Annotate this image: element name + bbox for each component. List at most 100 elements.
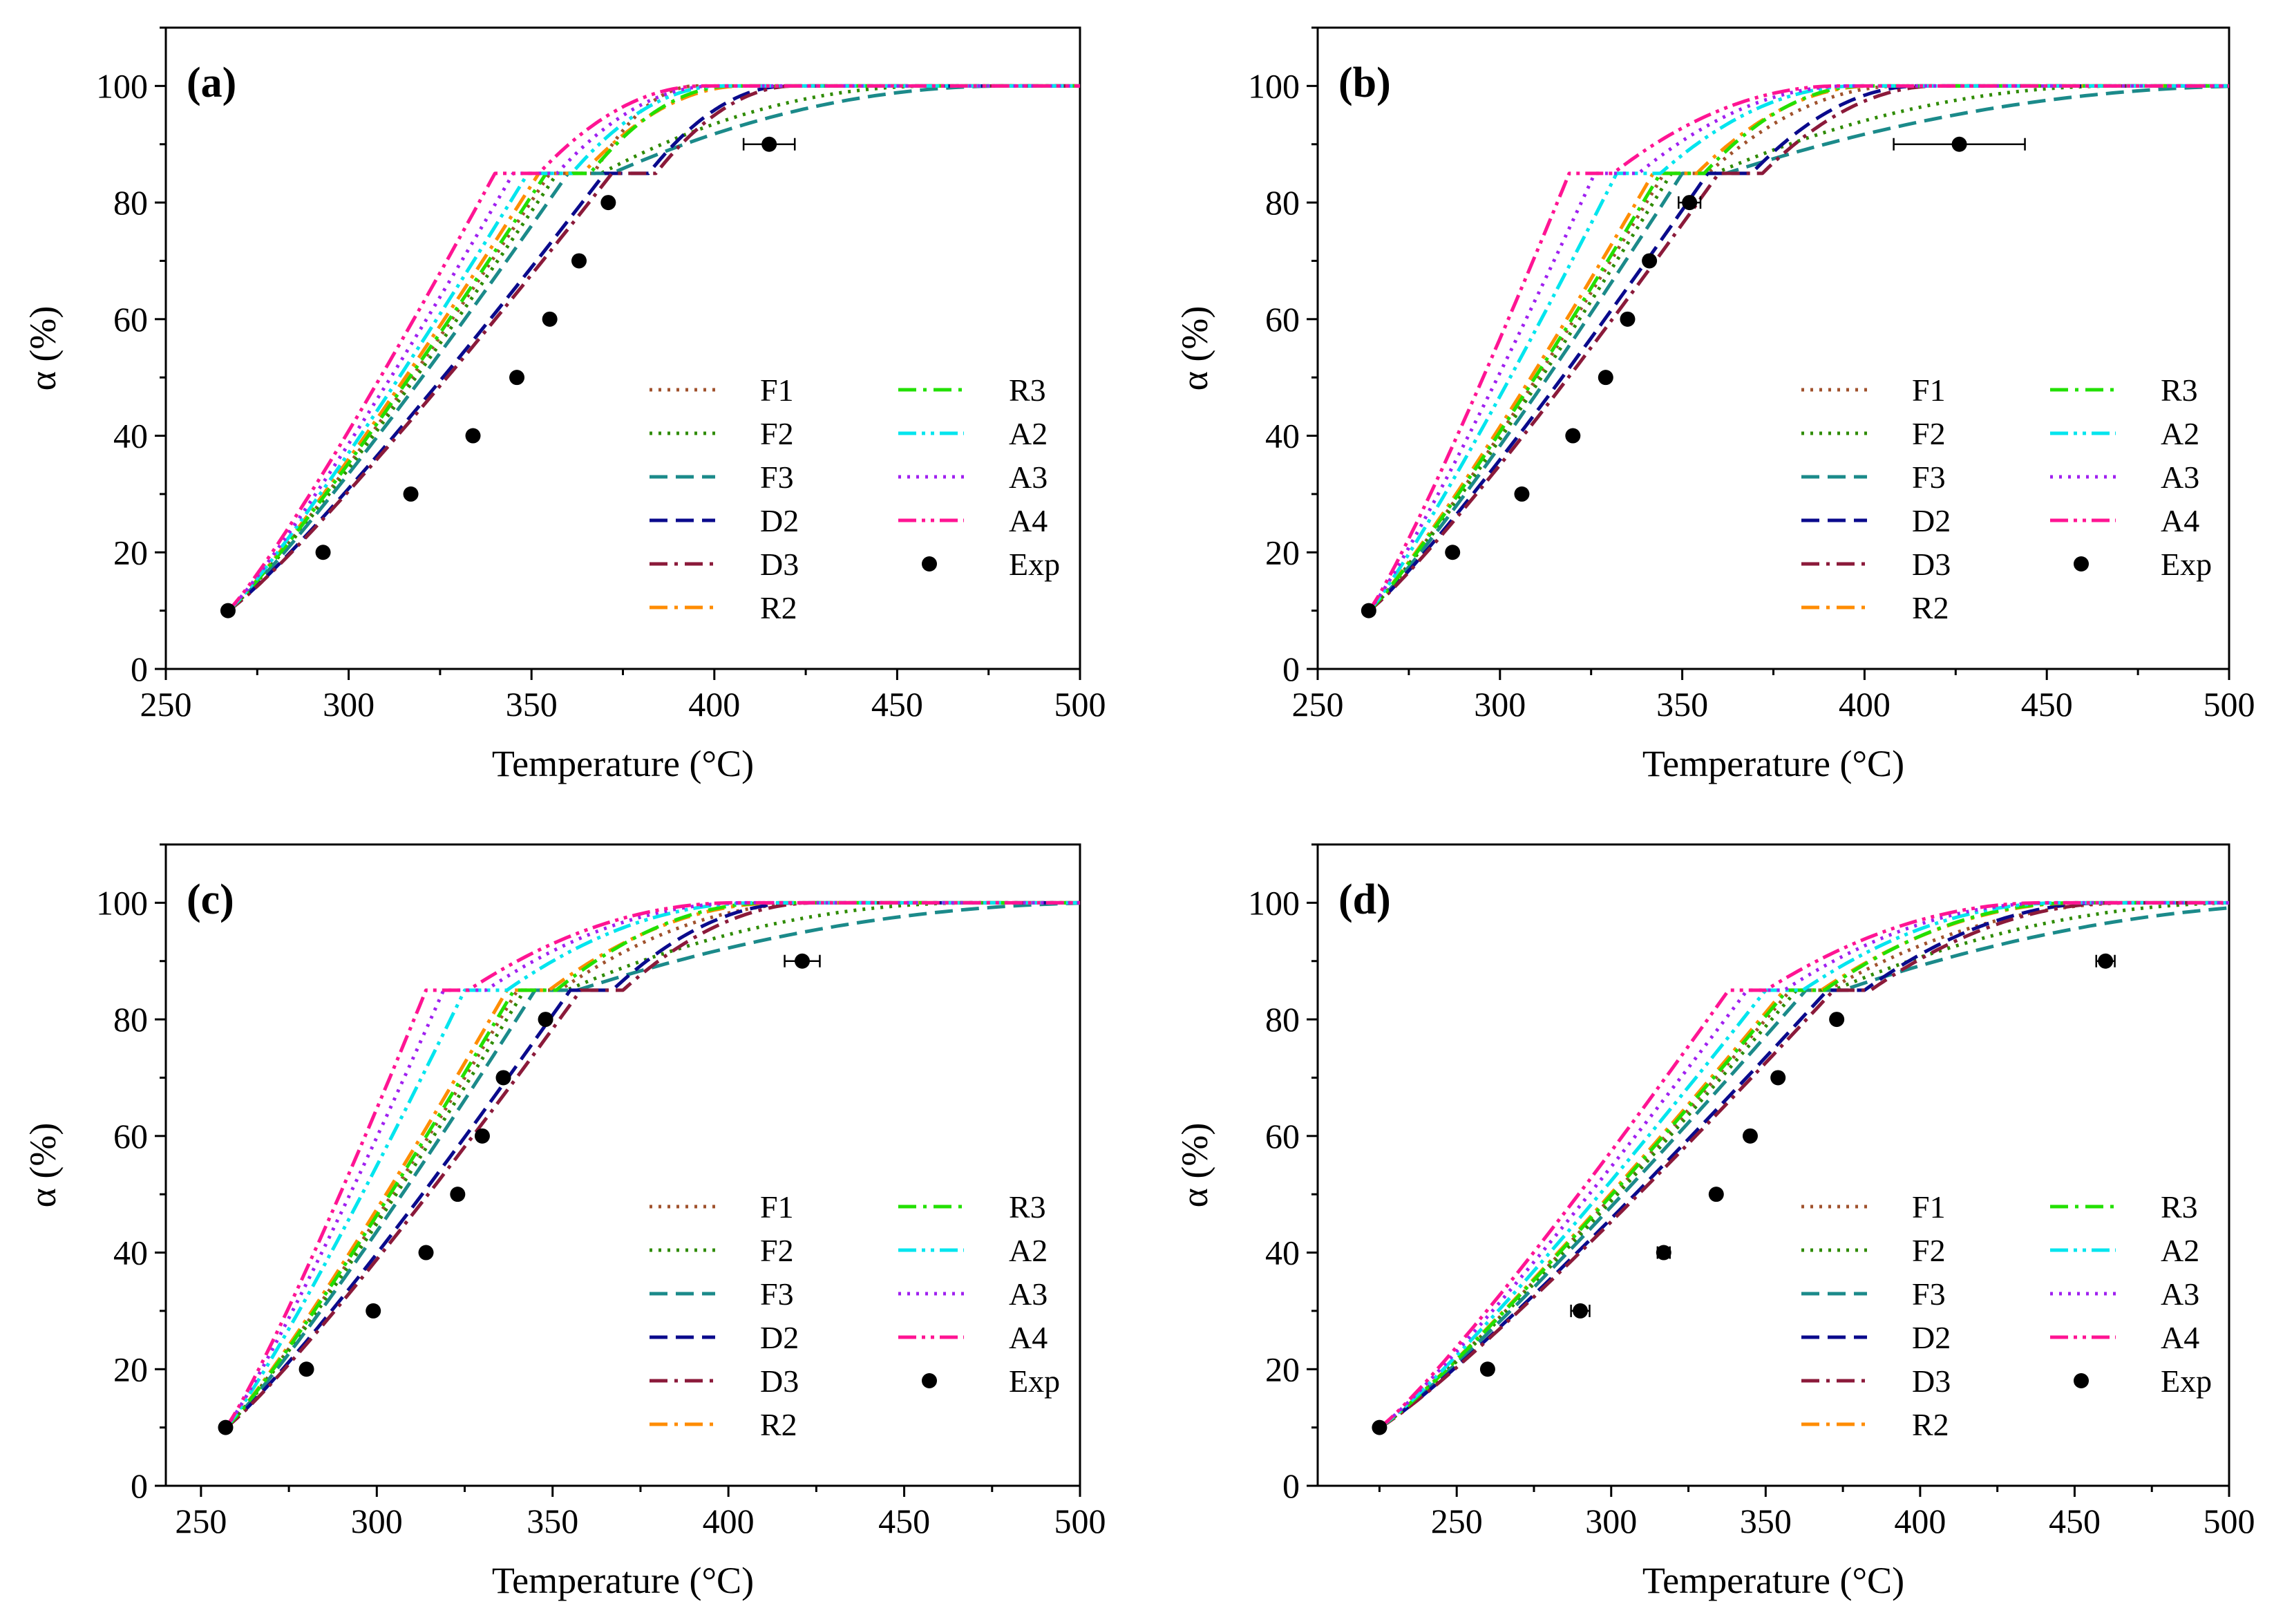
y-tick-label: 80 [1265,1000,1300,1039]
x-tick-label: 500 [1054,685,1106,724]
legend-entry-exp: Exp [922,547,1060,582]
legend-entry-d3: D3 [1801,1363,1951,1399]
legend-entry-a3: A3 [2050,460,2199,495]
legend-entry-r3: R3 [2050,372,2198,408]
legend-entry-a3: A3 [2050,1276,2199,1312]
series-line-a3 [1367,84,2229,612]
series-line-a2 [227,84,1080,612]
y-tick-label: 0 [131,1466,148,1505]
x-tick-label: 450 [2049,1502,2101,1540]
x-axis-title: Temperature (°C) [1642,1560,1904,1601]
x-tick-label: 450 [2021,685,2073,724]
x-axis-title: Temperature (°C) [492,743,754,784]
series-line-f1 [1378,900,2229,1429]
y-tick-label: 80 [1265,183,1300,222]
legend-label: A4 [1009,1320,1048,1355]
legend-entry-f1: F1 [650,372,794,408]
legend-entry-f2: F2 [1801,1233,1946,1268]
legend-label: R2 [760,1407,797,1442]
x-tick-label: 400 [688,685,740,724]
series-line-a3 [224,900,1080,1429]
series-line-a2 [224,900,1080,1429]
x-tick-label: 400 [1839,685,1891,724]
legend-label: A2 [1009,1233,1048,1268]
legend-entry-d3: D3 [650,1363,799,1399]
x-tick-label: 400 [1894,1502,1946,1540]
y-tick-label: 60 [113,300,148,339]
y-tick-label: 40 [1265,1234,1300,1272]
series-line-r2 [1378,900,2229,1429]
series-line-f3 [1378,906,2229,1429]
series-line-a4 [224,900,1080,1429]
series-line-f3 [227,84,1080,612]
legend-entry-a2: A2 [2050,416,2199,451]
exp-point [218,1419,234,1435]
legend-entry-f1: F1 [1801,372,1946,408]
series-line-a4 [1378,900,2229,1429]
series-line-d3 [1378,900,2229,1429]
legend-entry-r2: R2 [650,590,797,625]
panel-label: (c) [187,876,234,923]
series-line-r3 [227,84,1080,612]
series-group [227,84,1080,612]
exp-point [403,486,419,502]
exp-point [220,603,236,619]
series-group [224,900,1080,1429]
legend-entry-f2: F2 [1801,416,1946,451]
y-axis-title: α (%) [22,306,64,391]
exp-point [1514,486,1530,502]
y-tick-label: 60 [113,1117,148,1155]
series-group [1378,900,2229,1429]
exp-point [1951,136,1967,152]
series-line-r2 [1367,84,2229,612]
x-tick-label: 250 [175,1502,227,1540]
x-tick-label: 350 [1740,1502,1792,1540]
series-line-a4 [1367,84,2229,612]
legend-label: R2 [1912,590,1949,625]
exp-point [1742,1128,1758,1144]
exp-point [1565,428,1581,444]
series-line-f2 [1378,901,2229,1429]
legend-marker [922,556,937,572]
x-tick-label: 500 [2204,1502,2255,1540]
panel-c: 0 20 40 60 80 100 250 300 350 400 450 500 Temperatur… [22,843,1106,1601]
legend-entry-r2: R2 [1801,1407,1949,1442]
y-tick-label: 100 [1248,66,1300,105]
x-tick-label: 450 [871,685,923,724]
legend-label: A4 [1009,503,1048,538]
x-tick-label: 300 [1474,685,1526,724]
y-tick-label: 0 [1282,650,1300,688]
legend-entry-f3: F3 [650,460,794,495]
x-tick-label: 350 [527,1502,578,1540]
legend-label: D3 [760,1363,799,1399]
legend-entry-r3: R3 [2050,1189,2198,1225]
legend-entry-a4: A4 [2050,1320,2199,1355]
exp-point [571,253,587,269]
legend-entry-f1: F1 [650,1189,794,1225]
legend-label: D2 [760,1320,799,1355]
x-axis-title: Temperature (°C) [492,1560,754,1601]
legend-label: R2 [760,590,797,625]
legend-entry-a2: A2 [898,416,1048,451]
x-tick-label: 250 [1292,685,1344,724]
y-tick-label: 100 [96,883,148,922]
legend-label: Exp [2161,1363,2212,1399]
exp-point [2098,953,2114,969]
series-line-d2 [1378,900,2229,1429]
exp-point [600,195,616,211]
x-tick-label: 500 [2204,685,2255,724]
plot-frame [1316,26,2230,670]
legend-entry-f1: F1 [1801,1189,1946,1225]
exp-point [538,1012,553,1028]
legend-label: F3 [1912,460,1946,495]
exp-point [418,1245,434,1261]
legend-label: F1 [760,372,794,408]
series-line-d3 [225,900,1080,1429]
legend-label: F1 [1912,1189,1946,1225]
y-tick-label: 100 [1248,883,1300,922]
exp-point [474,1128,490,1144]
legend-entry-exp: Exp [922,1363,1060,1399]
legend-label: D3 [1912,547,1951,582]
legend-marker [2074,1373,2089,1388]
